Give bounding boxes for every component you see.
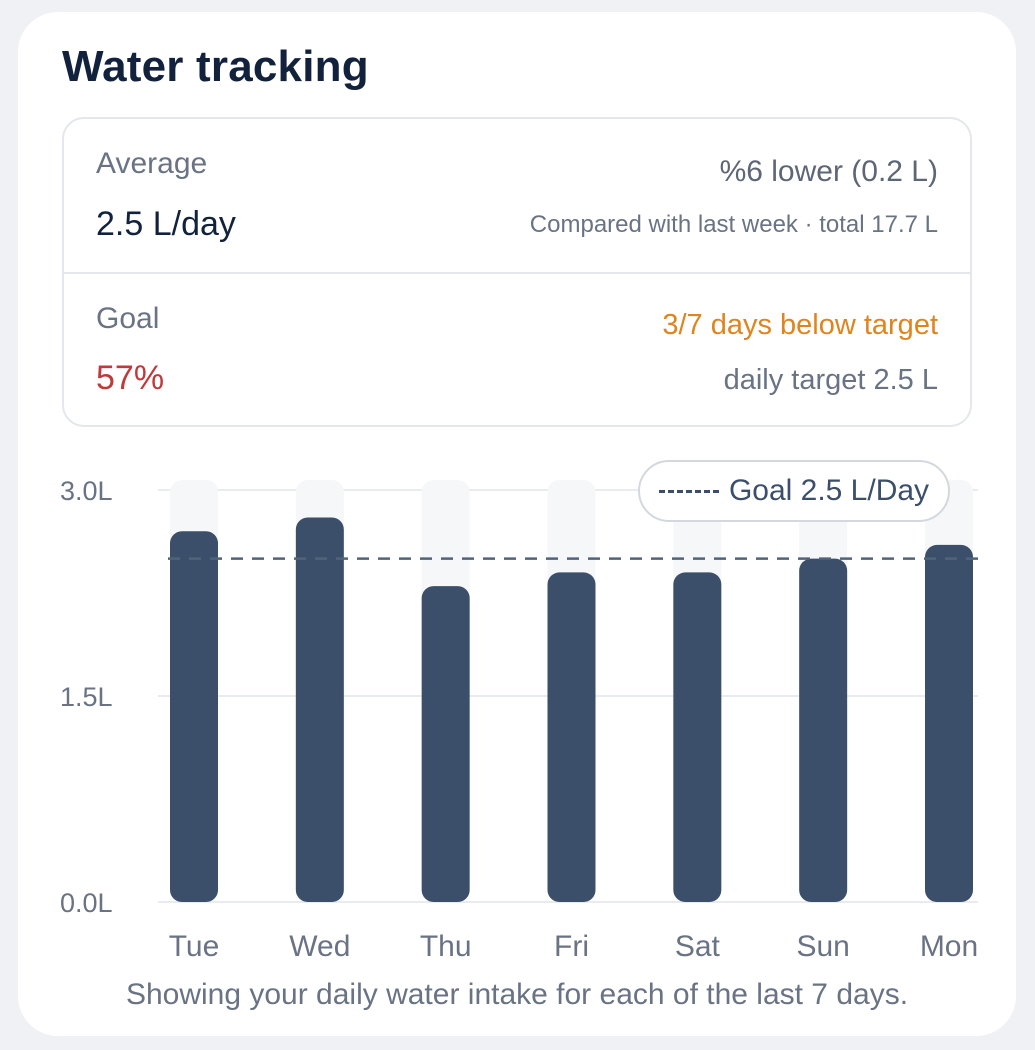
chart-caption: Showing your daily water intake for each…: [125, 978, 909, 1011]
bar: [170, 531, 218, 902]
bar: [421, 586, 470, 902]
below-target-text: 3/7 days below target: [662, 309, 938, 341]
intake-chart: 0.0L 1.5L 3.0L Tue Wed Thu Fri Sat Sun Mon Goal 2…: [18, 12, 1016, 1036]
daily-target-text: daily target 2.5 L: [723, 364, 938, 396]
x-tick-label: Mon: [920, 930, 978, 963]
stats-panel: Average 2.5 L/day %6 lower (0.2 L) Compa…: [62, 117, 972, 427]
legend-dash-line: [658, 489, 719, 493]
x-tick-label: Sat: [675, 930, 721, 963]
y-tick-label: 1.5L: [60, 682, 113, 712]
change-text: %6 lower (0.2 L): [719, 155, 938, 188]
bar: [673, 572, 722, 902]
x-tick-label: Thu: [420, 930, 472, 963]
goal-percent: 57%: [96, 359, 165, 397]
x-tick-label: Fri: [554, 930, 589, 963]
water-tracking-card: Water tracking Average 2.5 L/day %6 lowe…: [18, 12, 1016, 1036]
average-label: Average: [96, 147, 208, 180]
bar: [925, 544, 973, 902]
bar: [547, 572, 596, 902]
bar: [799, 558, 848, 902]
average-value: 2.5 L/day: [96, 205, 236, 243]
goal-legend: Goal 2.5 L/Day: [638, 460, 950, 522]
y-tick-label: 3.0L: [60, 476, 113, 506]
x-tick-label: Tue: [169, 930, 220, 963]
stats-divider: [64, 272, 970, 274]
y-tick-label: 0.0L: [60, 888, 113, 918]
compare-text: Compared with last week · total 17.7 L: [529, 211, 938, 238]
goal-label: Goal: [96, 302, 160, 335]
x-tick-label: Sun: [796, 930, 849, 963]
bar: [295, 517, 344, 902]
legend-label: Goal 2.5 L/Day: [728, 474, 930, 507]
x-tick-label: Wed: [289, 930, 350, 963]
card-title: Water tracking: [62, 42, 369, 91]
bar-chart-svg: 0.0L 1.5L 3.0L Tue Wed Thu Fri Sat Sun Mon: [60, 476, 978, 963]
